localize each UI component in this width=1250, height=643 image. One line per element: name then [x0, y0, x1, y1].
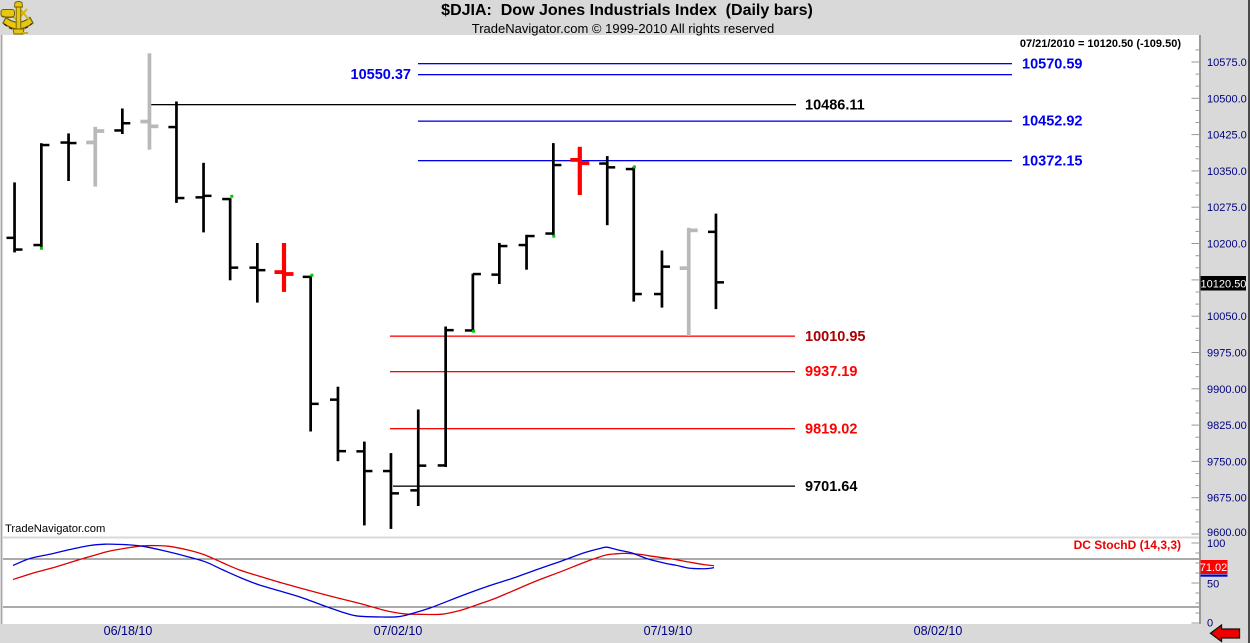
svg-text:10275.0: 10275.0 — [1207, 202, 1247, 214]
svg-text:9900.00: 9900.00 — [1207, 384, 1247, 396]
svg-text:71.02: 71.02 — [1200, 562, 1228, 574]
svg-text:10350.0: 10350.0 — [1207, 166, 1247, 178]
svg-text:100: 100 — [1207, 538, 1225, 550]
svg-text:07/21/2010 = 10120.50 (-109.50: 07/21/2010 = 10120.50 (-109.50) — [1020, 38, 1181, 50]
svg-text:9819.02: 9819.02 — [805, 421, 857, 437]
svg-text:10452.92: 10452.92 — [1022, 114, 1082, 130]
svg-text:08/02/10: 08/02/10 — [914, 624, 963, 638]
svg-text:10010.95: 10010.95 — [805, 329, 865, 345]
svg-text:10570.59: 10570.59 — [1022, 57, 1082, 73]
svg-text:0: 0 — [1207, 618, 1213, 630]
svg-text:10500.0: 10500.0 — [1207, 93, 1247, 105]
svg-text:10575.0: 10575.0 — [1207, 57, 1247, 69]
svg-text:10486.11: 10486.11 — [805, 98, 865, 114]
svg-text:10050.0: 10050.0 — [1207, 311, 1247, 323]
svg-text:9600.00: 9600.00 — [1207, 527, 1247, 539]
svg-text:07/02/10: 07/02/10 — [374, 624, 423, 638]
svg-text:9750.00: 9750.00 — [1207, 456, 1247, 468]
svg-text:TradeNavigator.com © 1999-2010: TradeNavigator.com © 1999-2010 All right… — [472, 21, 774, 36]
svg-text:10200.0: 10200.0 — [1207, 239, 1247, 251]
svg-text:9825.00: 9825.00 — [1207, 420, 1247, 432]
svg-text:9701.64: 9701.64 — [805, 479, 857, 495]
svg-text:TradeNavigator.com: TradeNavigator.com — [5, 523, 105, 535]
svg-text:06/18/10: 06/18/10 — [104, 624, 153, 638]
svg-text:$DJIA: Dow Jones Industrials: $DJIA: Dow Jones Industrials Index (Dail… — [441, 2, 813, 19]
svg-text:9675.00: 9675.00 — [1207, 493, 1247, 505]
svg-text:DC StochD (14,3,3): DC StochD (14,3,3) — [1074, 538, 1181, 552]
svg-text:50: 50 — [1207, 579, 1219, 591]
svg-text:10425.0: 10425.0 — [1207, 130, 1247, 142]
svg-text:9975.00: 9975.00 — [1207, 348, 1247, 360]
svg-text:9937.19: 9937.19 — [805, 364, 857, 380]
svg-text:10550.37: 10550.37 — [351, 67, 411, 83]
svg-text:10120.50: 10120.50 — [1201, 278, 1247, 290]
svg-text:07/19/10: 07/19/10 — [644, 624, 693, 638]
svg-text:10372.15: 10372.15 — [1022, 153, 1082, 169]
